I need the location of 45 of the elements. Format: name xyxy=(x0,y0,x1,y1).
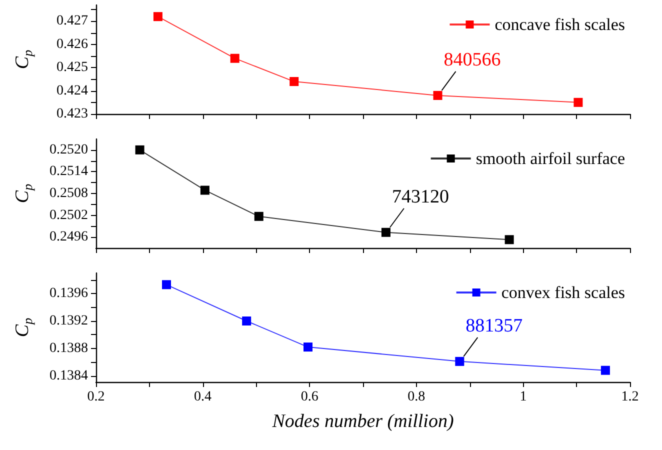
y-tick-label: 0.2508 xyxy=(50,186,88,201)
y-tick-label: 0.2520 xyxy=(50,142,88,158)
point xyxy=(135,145,144,154)
point xyxy=(200,186,210,195)
point xyxy=(162,280,171,290)
x-tick-label: 1.2 xyxy=(621,390,639,404)
y-tick-label: 0.425 xyxy=(56,60,88,76)
legend-label: smooth airfoil surface xyxy=(476,149,626,168)
point xyxy=(304,342,312,352)
point xyxy=(254,212,264,221)
y-axis-title: Cp xyxy=(12,317,35,338)
point xyxy=(242,316,252,326)
y-tick-label: 0.1396 xyxy=(50,286,88,302)
y-tick-label: 0.1392 xyxy=(50,313,88,328)
y-tick-label: 0.424 xyxy=(56,83,88,98)
point xyxy=(290,77,299,86)
y-tick-label: 0.423 xyxy=(56,106,88,122)
point xyxy=(504,235,514,244)
y-tick-label: 0.426 xyxy=(56,36,88,52)
y-tick-label: 0.427 xyxy=(56,14,88,29)
point xyxy=(381,228,390,237)
point xyxy=(455,356,464,366)
point xyxy=(433,90,442,100)
x-tick-label: 0.6 xyxy=(300,390,318,404)
point xyxy=(153,12,162,22)
y-tick-label: 0.2502 xyxy=(50,208,88,223)
annotation: 743120 xyxy=(392,186,449,208)
y-axis-title: Cp xyxy=(12,49,35,70)
x-axis-title: Nodes number (million) xyxy=(271,411,454,432)
x-tick-label: 0.2 xyxy=(87,390,105,404)
annotation: 840566 xyxy=(444,49,501,70)
point xyxy=(574,98,583,107)
y-axis-title: Cp xyxy=(12,183,35,204)
y-tick-label: 0.2514 xyxy=(50,164,88,180)
legend-label: concave fish scales xyxy=(494,15,626,34)
y-tick-label: 0.1388 xyxy=(50,340,88,356)
legend-label: convex fish scales xyxy=(501,283,626,302)
point xyxy=(230,54,240,63)
y-tick-label: 0.2496 xyxy=(50,230,88,245)
x-tick-label: 0.4 xyxy=(194,390,212,404)
y-tick-label: 0.1384 xyxy=(50,368,88,384)
x-tick-label: 1 xyxy=(520,390,527,404)
annotation: 881357 xyxy=(466,315,523,336)
x-tick-label: 0.8 xyxy=(408,390,426,404)
point xyxy=(600,366,610,375)
